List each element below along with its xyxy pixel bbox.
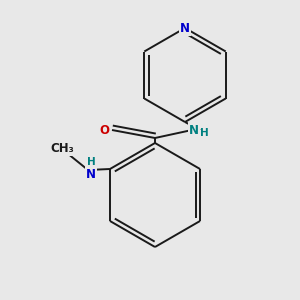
Text: N: N [189,124,199,136]
Text: O: O [99,124,109,136]
Text: H: H [200,128,208,138]
Text: N: N [180,22,190,34]
Text: N: N [86,167,96,181]
Text: CH₃: CH₃ [50,142,74,154]
Text: H: H [87,157,95,167]
